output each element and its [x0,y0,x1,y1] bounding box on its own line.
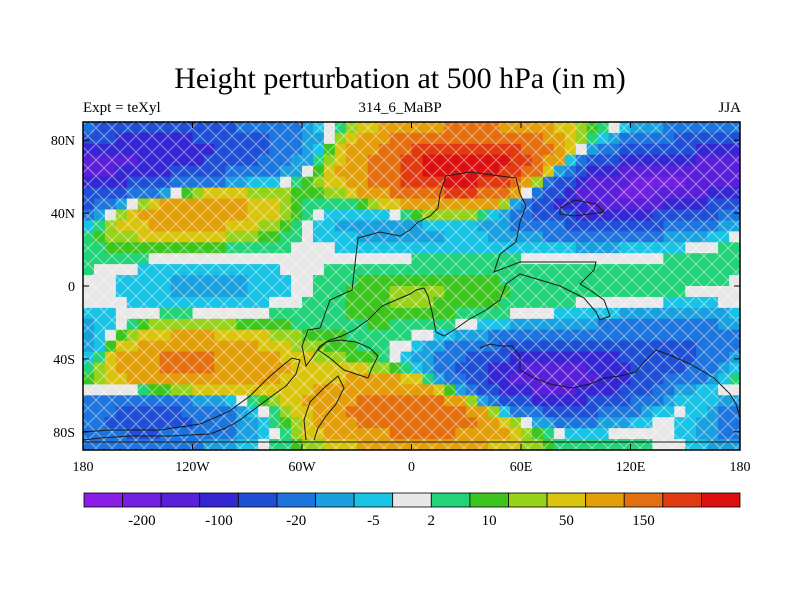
x-tick-label: 180 [730,460,751,475]
coastline-landmass-4 [83,357,301,441]
colorbar-label: -100 [205,513,233,529]
x-axis: 180 120W 60W 0 60E 120E 180 [73,122,751,475]
colorbar-box [508,492,548,508]
coastline-landmass-6 [559,199,606,217]
colorbar-label: 50 [559,513,574,529]
coastline-landmass-3 [479,343,740,432]
colorbar-box [392,492,432,508]
run-label: 314_6_MaBP [358,100,442,116]
y-tick-label: 80S [53,426,75,441]
colorbar: -200 -100 -20 -5 2 10 50 150 [83,492,741,529]
x-tick-label: 120W [175,460,210,475]
coastline-landmass-1 [301,171,611,368]
colorbar-box [585,492,625,508]
colorbar-box [430,492,471,508]
y-tick-label: 40S [53,353,75,368]
colorbar-box [83,492,123,508]
colorbar-box [276,492,316,508]
y-axis: 80N 40N 0 40S 80S [51,134,740,441]
colorbar-label: 2 [428,513,436,529]
x-tick-label: 180 [73,460,94,475]
colorbar-label: 150 [632,513,655,529]
x-tick-label: 120E [616,460,646,475]
season-label: JJA [718,100,741,116]
x-tick-label: 60E [510,460,533,475]
colorbar-label: 10 [482,513,497,529]
colorbar-box [546,492,587,508]
colorbar-label: -20 [286,513,306,529]
x-tick-label: 60W [288,460,316,475]
colorbar-box [122,492,162,508]
colorbar-label: -5 [367,513,380,529]
colorbar-box [662,492,702,508]
hatch-overlay [83,122,740,450]
x-tick-label: 0 [408,460,415,475]
colorbar-label: -200 [128,513,156,529]
coastline-landmass-5 [303,375,345,441]
colorbar-box [701,492,741,508]
colorbar-box [315,492,355,508]
colorbar-box [237,492,278,508]
coastline-outline [83,171,740,443]
y-tick-label: 80N [51,134,75,149]
y-tick-label: 40N [51,207,75,222]
chart-title: Height perturbation at 500 hPa (in m) [174,62,626,95]
colorbar-box [199,492,239,508]
experiment-label: Expt = teXyl [83,100,161,116]
colorbar-box [469,492,509,508]
colorbar-box [160,492,201,508]
colorbar-box [623,492,664,508]
colorbar-box [353,492,394,508]
coastline-landmass-2 [317,339,379,379]
y-tick-label: 0 [68,280,75,295]
